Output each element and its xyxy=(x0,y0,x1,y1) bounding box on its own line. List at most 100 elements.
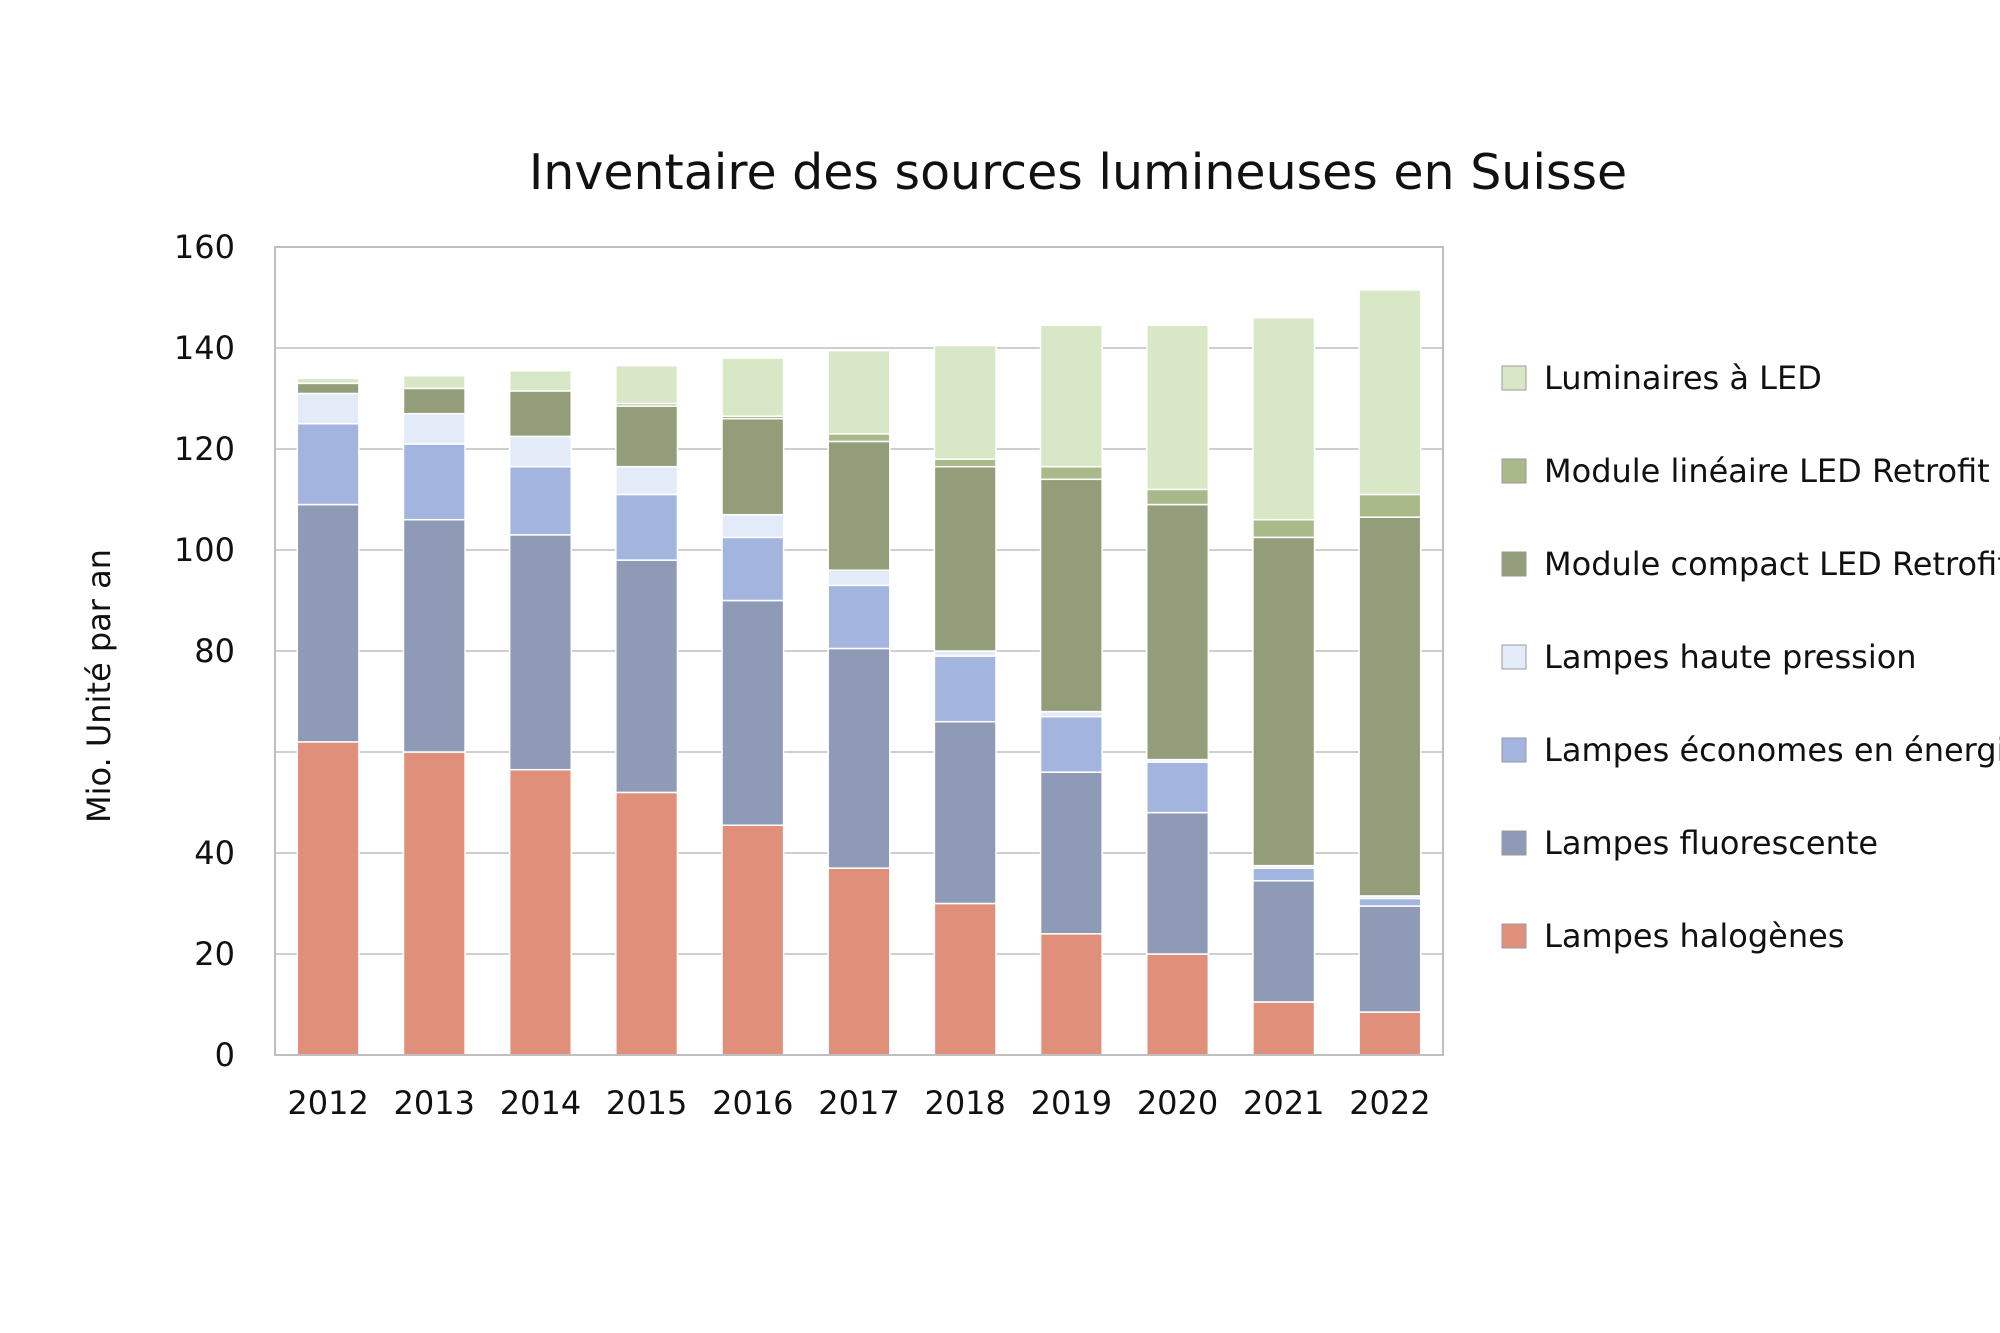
legend-item: Lampes économes en énergie xyxy=(1501,731,2000,769)
legend-item: Lampes halogènes xyxy=(1501,917,1844,955)
y-tick-label: 120 xyxy=(174,430,235,468)
bar-segment xyxy=(1146,488,1210,506)
y-tick-label: 0 xyxy=(215,1036,235,1074)
bar-segment xyxy=(508,465,572,536)
x-tick-label: 2018 xyxy=(924,1084,1005,1122)
bar-segment xyxy=(827,433,891,443)
bar-segment xyxy=(402,518,466,753)
bar-segment xyxy=(1358,516,1422,897)
legend-item: Lampes haute pression xyxy=(1501,638,1917,676)
bar-segment xyxy=(296,741,360,1056)
bar-segment xyxy=(1146,503,1210,761)
legend-item: Module linéaire LED Retrofit xyxy=(1501,452,1990,490)
bar-segment xyxy=(1146,811,1210,955)
bar-segment xyxy=(615,791,679,1056)
bar-segment xyxy=(1252,518,1316,539)
y-tick-label: 40 xyxy=(194,834,235,872)
x-tick-label: 2014 xyxy=(500,1084,581,1122)
bar-segment xyxy=(1039,478,1103,713)
x-tick-label: 2021 xyxy=(1243,1084,1324,1122)
bar-segment xyxy=(1252,867,1316,882)
bar-segment xyxy=(1039,771,1103,935)
legend-label: Module compact LED Retrofit xyxy=(1544,545,2000,583)
legend-item: Lampes fluorescente xyxy=(1501,824,1878,862)
bar-segment xyxy=(1146,761,1210,814)
bar-segment xyxy=(827,867,891,1056)
legend-label: Module linéaire LED Retrofit xyxy=(1544,452,1990,490)
bar-segment xyxy=(827,569,891,587)
bar-segment xyxy=(508,435,572,468)
legend-swatch xyxy=(1501,923,1527,949)
bar-segment xyxy=(296,382,360,395)
x-tick-label: 2016 xyxy=(712,1084,793,1122)
bar-segment xyxy=(1358,897,1422,907)
legend-swatch xyxy=(1501,644,1527,670)
bar-segment xyxy=(402,443,466,521)
bar-segment xyxy=(933,902,997,1056)
bar-segment xyxy=(402,412,466,445)
bar-segment xyxy=(296,392,360,425)
bar-segment xyxy=(615,559,679,794)
bar-segment xyxy=(721,417,785,516)
y-tick-label: 140 xyxy=(174,329,235,367)
bar-segment xyxy=(615,493,679,561)
bar-segment xyxy=(1358,1011,1422,1056)
bar-segment xyxy=(1252,1001,1316,1056)
bar-segment xyxy=(402,375,466,390)
bars xyxy=(296,289,1422,1056)
bar-segment xyxy=(1039,710,1103,718)
bar-segment xyxy=(1358,905,1422,1013)
bar-segment xyxy=(721,536,785,602)
chart-title: Inventaire des sources lumineuses en Sui… xyxy=(529,144,1627,201)
x-tick-label: 2015 xyxy=(606,1084,687,1122)
x-axis-ticks: 2012 2013 2014 2015 2016 2017 2018 2019 2020 2021… xyxy=(287,1084,1430,1122)
x-tick-label: 2020 xyxy=(1137,1084,1218,1122)
legend-swatch xyxy=(1501,551,1527,577)
legend-item: Luminaires à LED xyxy=(1501,359,1822,397)
bar-segment xyxy=(508,390,572,438)
bar-segment xyxy=(827,440,891,571)
x-tick-label: 2012 xyxy=(287,1084,368,1122)
bar-segment xyxy=(615,465,679,496)
bar-segment xyxy=(1358,493,1422,518)
x-tick-label: 2013 xyxy=(394,1084,475,1122)
bar-segment xyxy=(1252,316,1316,521)
legend-swatch xyxy=(1501,365,1527,391)
bar-segment xyxy=(933,344,997,460)
bar-segment xyxy=(508,768,572,1056)
y-tick-label: 100 xyxy=(174,531,235,569)
bar-segment xyxy=(615,405,679,468)
y-axis-label: Mio. Unité par an xyxy=(80,549,118,823)
legend-label: Lampes économes en énergie xyxy=(1544,731,2000,769)
bar-segment xyxy=(933,465,997,652)
bar-segment xyxy=(296,377,360,385)
bar-segment xyxy=(508,369,572,392)
x-tick-label: 2019 xyxy=(1031,1084,1112,1122)
bar-segment xyxy=(296,423,360,506)
bar-segment xyxy=(827,349,891,435)
bar-segment xyxy=(827,647,891,869)
legend: Luminaires à LED Module linéaire LED Retr… xyxy=(1501,359,2000,955)
bar-segment xyxy=(402,751,466,1056)
legend-label: Lampes haute pression xyxy=(1544,638,1917,676)
legend-item: Module compact LED Retrofit xyxy=(1501,545,2000,583)
bar-segment xyxy=(721,513,785,539)
bar-segment xyxy=(402,387,466,415)
y-tick-label: 160 xyxy=(174,228,235,266)
bar-segment xyxy=(933,458,997,468)
plot-area-frame xyxy=(274,246,1444,1056)
bar-segment xyxy=(721,599,785,826)
legend-swatch xyxy=(1501,830,1527,856)
bar-segment xyxy=(1039,465,1103,481)
legend-label: Luminaires à LED xyxy=(1544,359,1822,397)
bar-segment xyxy=(1146,324,1210,491)
legend-swatch xyxy=(1501,458,1527,484)
bar-segment xyxy=(615,364,679,405)
bar-segment xyxy=(721,357,785,417)
bar-segment xyxy=(1039,324,1103,468)
y-tick-label: 20 xyxy=(194,935,235,973)
legend-label: Lampes fluorescente xyxy=(1544,824,1878,862)
bar-segment xyxy=(1252,536,1316,867)
